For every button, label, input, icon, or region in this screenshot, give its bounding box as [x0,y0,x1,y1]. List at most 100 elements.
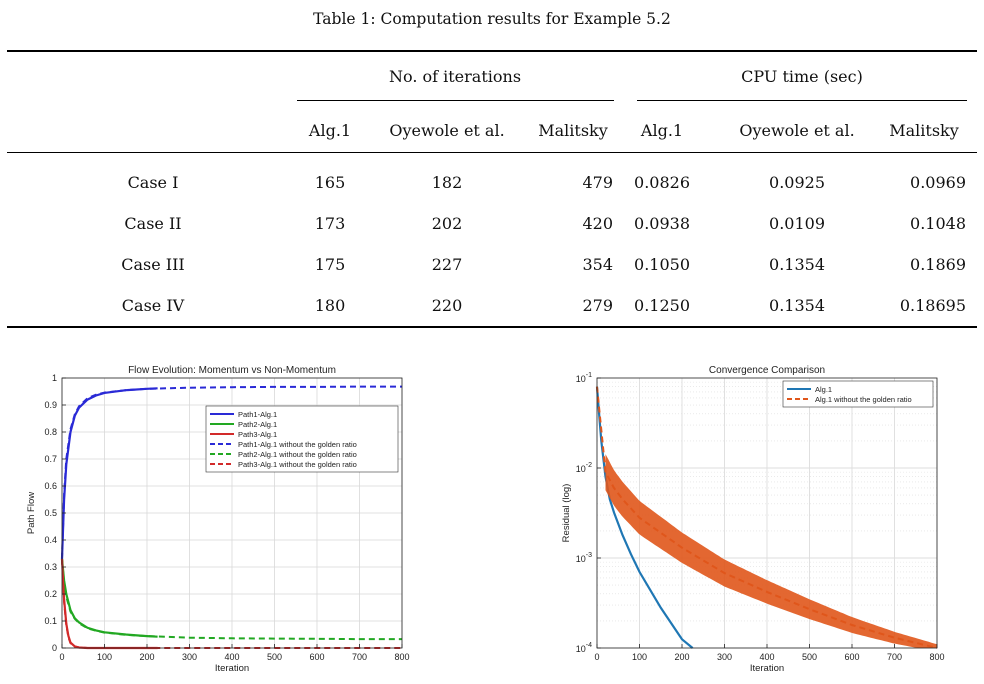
table-cell: 0.1354 [769,255,825,274]
legend-label: Path3-Alg.1 without the golden ratio [238,460,357,469]
x-tick-label: 200 [139,652,154,662]
table-cell: 479 [582,173,613,192]
series-line-4 [61,558,402,641]
y-tick-label: 0.9 [44,400,57,410]
row-label: Case I [127,173,179,192]
series-band [605,454,937,648]
y-tick-label: 0.2 [44,589,57,599]
table-cell: 0.0925 [769,173,825,192]
table-cell: 227 [431,255,463,274]
y-tick-label: 0.5 [44,508,57,518]
x-tick-label: 500 [802,652,817,662]
header-rule [7,152,977,153]
table-cell: 220 [431,296,463,315]
col-header: Malitsky [538,121,608,140]
x-tick-label: 400 [759,652,774,662]
top-rule [7,50,977,52]
table-cell: 0.0826 [634,173,690,192]
table-cell: 173 [314,214,346,233]
row-label: Case III [121,255,185,274]
y-tick-label: 0.7 [44,454,57,464]
col-header: Oyewole et al. [389,121,505,140]
y-tick-label: 0.4 [44,535,57,545]
y-tick-label: 0.6 [44,481,57,491]
table-cell: 0.0969 [910,173,966,192]
legend-label: Path3-Alg.1 [238,430,277,439]
x-tick-label: 500 [267,652,282,662]
legend-label: Path2-Alg.1 [238,420,277,429]
chart-title: Flow Evolution: Momentum vs Non-Momentum [128,365,336,376]
x-tick-label: 700 [887,652,902,662]
x-tick-label: 600 [309,652,324,662]
bottom-rule [7,326,977,328]
x-tick-label: 0 [594,652,599,662]
x-tick-label: 800 [394,652,409,662]
x-tick-label: 800 [929,652,944,662]
y-axis-label: Path Flow [26,492,37,534]
x-tick-label: 700 [352,652,367,662]
x-tick-label: 600 [844,652,859,662]
table-cell: 180 [314,296,346,315]
series-line-3 [61,385,402,559]
legend-label: Alg.1 [815,385,832,394]
y-tick-label: 10-1 [576,372,592,384]
table-cell: 182 [431,173,463,192]
x-tick-label: 100 [632,652,647,662]
table-cell: 0.0109 [769,214,825,233]
x-axis-label: Iteration [750,663,784,674]
legend-label: Alg.1 without the golden ratio [815,395,912,404]
table-cell: 0.1869 [910,255,966,274]
x-tick-label: 400 [224,652,239,662]
table-cell: 175 [314,255,346,274]
col-header: Alg.1 [308,121,352,140]
group-header-iterations: No. of iterations [388,67,522,86]
convergence-chart: 0 100 200 300 400 500 600 700 800 10-4 10-3 10-2 10-… [561,365,945,674]
table-cell: 0.18695 [899,296,966,315]
col-header: Alg.1 [640,121,684,140]
col-header: Malitsky [889,121,959,140]
group-rule-cpu [637,100,967,101]
table-cell: 202 [431,214,463,233]
table-cell: 0.0938 [634,214,690,233]
table-cell: 354 [582,255,613,274]
legend-box [782,380,934,408]
table-caption: Table 1: Computation results for Example… [313,10,671,28]
x-tick-label: 200 [674,652,689,662]
y-axis-label: Residual (log) [561,484,572,543]
y-tick-label: 0 [52,643,57,653]
y-tick-label: 0.1 [44,616,57,626]
row-label: Case II [124,214,182,233]
y-tick-label: 0.8 [44,427,57,437]
x-axis-label: Iteration [215,663,249,674]
legend-label: Path2-Alg.1 without the golden ratio [238,450,357,459]
legend-label: Path1-Alg.1 without the golden ratio [238,440,357,449]
row-label: Case IV [121,296,185,315]
table-cell: 0.1050 [634,255,690,274]
legend-label: Path1-Alg.1 [238,410,277,419]
x-tick-label: 300 [717,652,732,662]
y-tick-label: 0.3 [44,562,57,572]
table-cell: 279 [582,296,613,315]
col-header: Oyewole et al. [739,121,855,140]
y-tick-label: 10-3 [576,552,592,564]
table-cell: 0.1354 [769,296,825,315]
series-line-1 [596,386,938,649]
group-rule-iterations [297,100,614,101]
series-line-0 [60,387,158,559]
flow-evolution-chart: 0 100 200 300 400 500 600 700 800 0 0.1 0.2 0.3 0.4 0.… [26,365,410,674]
group-header-cpu: CPU time (sec) [741,67,863,86]
table-cell: 165 [314,173,346,192]
x-tick-label: 0 [59,652,64,662]
y-tick-label: 10-2 [576,462,592,474]
table-cell: 0.1250 [634,296,690,315]
series-line-0 [595,386,694,649]
legend-box [205,405,399,473]
x-tick-label: 100 [97,652,112,662]
chart-title: Convergence Comparison [709,365,825,376]
x-tick-label: 300 [182,652,197,662]
y-tick-label: 10-4 [576,642,592,654]
results-table: Table 1: Computation results for Example… [0,0,984,340]
y-tick-label: 1 [52,373,57,383]
table-cell: 420 [582,214,613,233]
table-cell: 0.1048 [910,214,966,233]
